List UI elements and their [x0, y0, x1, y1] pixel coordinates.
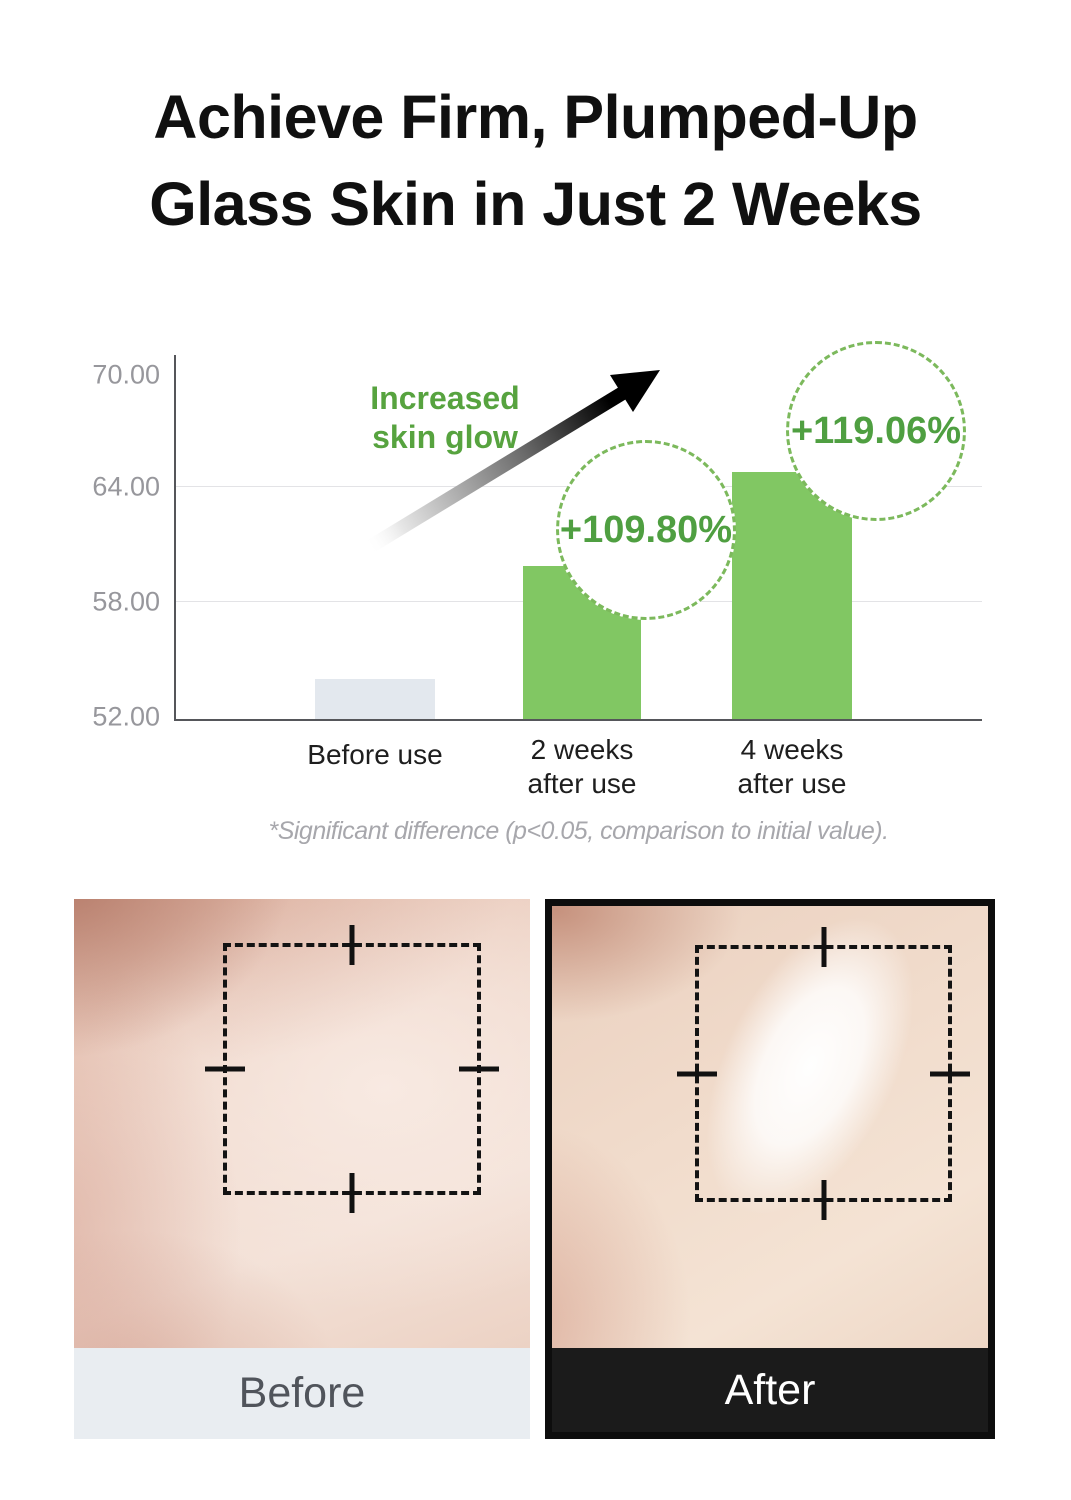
- y-axis-line: [174, 355, 176, 721]
- after-skin-image: [552, 906, 988, 1348]
- percent-badge-2-weeks: +109.80%: [556, 440, 736, 620]
- before-skin-image: [74, 899, 530, 1348]
- tick-mark-icon: [930, 1071, 970, 1076]
- page-title: Achieve Firm, Plumped-Up Glass Skin in J…: [0, 74, 1071, 248]
- trend-annotation-line2: skin glow: [372, 419, 518, 455]
- x-axis-label-text: after use: [527, 768, 637, 799]
- x-axis-label-text: 2 weeks: [530, 734, 634, 765]
- x-axis-label-before-use: Before use: [305, 738, 445, 772]
- tick-mark-icon: [349, 1173, 355, 1213]
- y-tick-label: 58.00: [92, 586, 160, 617]
- measurement-area-marker: [205, 925, 499, 1213]
- before-panel: Before: [74, 899, 530, 1439]
- x-axis-label-2-weeks: 2 weeks after use: [512, 733, 652, 801]
- trend-annotation-line1: Increased: [370, 380, 520, 416]
- page-title-line1: Achieve Firm, Plumped-Up: [153, 83, 918, 151]
- trend-arrow-icon: [364, 370, 660, 554]
- tick-mark-icon: [821, 927, 826, 967]
- trend-annotation: Increased skin glow: [338, 379, 552, 457]
- y-tick-label: 70.00: [92, 359, 160, 390]
- chart-footnote: *Significant difference (p<0.05, compari…: [268, 817, 889, 845]
- tick-mark-icon: [205, 1066, 245, 1072]
- x-axis-label-text: Before use: [307, 739, 443, 770]
- x-axis-label-text: after use: [737, 768, 847, 799]
- percent-value: +119.06%: [790, 409, 962, 452]
- x-axis-line: [174, 719, 982, 721]
- page-title-line2: Glass Skin in Just 2 Weeks: [149, 170, 922, 238]
- y-tick-label: 64.00: [92, 471, 160, 502]
- bar-4-weeks: [732, 472, 852, 719]
- after-panel: After: [545, 899, 995, 1439]
- bar-before-use: [315, 679, 435, 719]
- y-tick-label: 52.00: [92, 701, 160, 732]
- x-axis-label-text: 4 weeks: [740, 734, 844, 765]
- tick-mark-icon: [821, 1180, 826, 1220]
- after-caption: After: [552, 1348, 988, 1432]
- tick-mark-icon: [677, 1071, 717, 1076]
- tick-mark-icon: [349, 925, 355, 965]
- percent-badge-4-weeks: +119.06%: [786, 341, 966, 521]
- x-axis-label-4-weeks: 4 weeks after use: [722, 733, 862, 801]
- tick-mark-icon: [459, 1066, 499, 1072]
- before-caption: Before: [74, 1348, 530, 1439]
- measurement-area-marker: [677, 927, 970, 1220]
- percent-value: +109.80%: [559, 508, 733, 551]
